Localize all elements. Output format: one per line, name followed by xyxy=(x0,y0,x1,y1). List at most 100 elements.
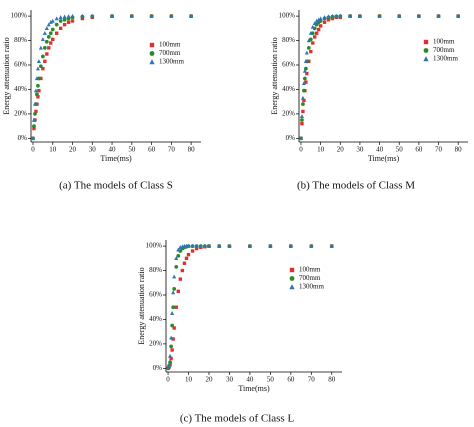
y-tick-label: 40% xyxy=(14,85,27,93)
marker-triangle xyxy=(306,38,311,43)
x-tick-label: 60 xyxy=(287,376,295,384)
marker-square xyxy=(54,31,59,35)
marker-square xyxy=(171,337,175,341)
y-tick-label: 60% xyxy=(14,61,27,69)
marker-triangle xyxy=(50,18,55,23)
marker-square xyxy=(182,261,187,265)
marker-circle xyxy=(40,54,45,59)
marker-triangle xyxy=(357,13,362,18)
marker-circle xyxy=(302,88,306,93)
marker-circle xyxy=(170,323,175,328)
marker-square xyxy=(184,256,189,261)
marker-triangle xyxy=(40,37,45,42)
legend-marker xyxy=(289,267,295,273)
x-tick-label: 80 xyxy=(455,146,463,154)
marker-triangle xyxy=(38,45,43,50)
marker-circle xyxy=(174,265,179,269)
marker-triangle xyxy=(42,31,47,35)
marker-triangle xyxy=(318,16,323,21)
y-tick-label: 20% xyxy=(282,109,295,117)
marker-triangle xyxy=(190,243,195,248)
marker-square xyxy=(36,95,40,99)
marker-circle xyxy=(48,31,53,36)
marker-triangle xyxy=(168,353,173,358)
marker-circle xyxy=(50,27,55,32)
x-tick-label: 30 xyxy=(356,146,364,154)
marker-square xyxy=(58,26,63,31)
marker-square xyxy=(174,305,178,309)
marker-triangle xyxy=(48,20,53,24)
marker-triangle xyxy=(348,13,353,18)
legend-marker xyxy=(149,51,155,56)
marker-triangle xyxy=(330,13,335,18)
marker-circle xyxy=(308,37,313,42)
marker-triangle xyxy=(301,81,306,86)
x-tick-label: 70 xyxy=(308,376,316,384)
y-tick-label: 40% xyxy=(282,85,295,93)
marker-triangle xyxy=(322,15,327,20)
x-tick-label: 50 xyxy=(396,146,404,154)
legend-label: 100mm xyxy=(159,41,181,49)
x-tick-label: 20 xyxy=(69,146,77,154)
marker-circle xyxy=(36,83,40,88)
marker-circle xyxy=(303,76,307,81)
marker-triangle xyxy=(90,13,95,18)
marker-square xyxy=(172,326,176,330)
marker-triangle xyxy=(35,66,40,71)
marker-triangle xyxy=(299,114,304,119)
y-tick-label: 40% xyxy=(149,315,162,323)
marker-square xyxy=(300,121,304,126)
marker-square xyxy=(49,41,53,45)
marker-circle xyxy=(62,17,67,22)
marker-square xyxy=(305,71,309,76)
marker-triangle xyxy=(129,13,134,18)
marker-square xyxy=(80,16,85,21)
marker-square xyxy=(41,66,45,71)
y-tick-label: 20% xyxy=(149,339,162,347)
x-tick-label: 20 xyxy=(205,376,213,384)
marker-triangle xyxy=(169,13,174,18)
caption: (b) The models of Class M xyxy=(297,180,415,192)
marker-triangle xyxy=(32,101,37,106)
x-axis-label: Time(ms) xyxy=(368,154,400,163)
marker-triangle xyxy=(66,14,71,19)
legend-label: 1300mm xyxy=(433,55,458,63)
marker-triangle xyxy=(202,243,207,248)
x-tick-label: 70 xyxy=(168,146,176,154)
marker-circle xyxy=(176,254,181,258)
x-tick-label: 10 xyxy=(185,376,193,384)
legend-label: 700mm xyxy=(159,49,181,57)
marker-triangle xyxy=(34,76,39,81)
marker-triangle xyxy=(33,88,38,93)
marker-triangle xyxy=(310,24,315,29)
marker-triangle xyxy=(314,18,319,23)
marker-square xyxy=(170,348,174,352)
marker-circle xyxy=(306,46,311,50)
marker-triangle xyxy=(170,311,175,316)
marker-square xyxy=(186,252,191,257)
marker-triangle xyxy=(62,14,67,19)
x-axis-label: Time(ms) xyxy=(238,384,270,393)
marker-triangle xyxy=(80,13,85,18)
marker-square xyxy=(318,24,323,28)
y-tick-label: 20% xyxy=(14,109,27,117)
marker-square xyxy=(180,268,185,273)
marker-triangle xyxy=(54,16,59,21)
legend-label: 100mm xyxy=(299,266,321,274)
legend-label: 100mm xyxy=(433,38,455,46)
marker-triangle xyxy=(298,136,304,141)
y-tick-label: 0% xyxy=(153,364,163,372)
marker-square xyxy=(309,49,313,54)
x-tick-label: 50 xyxy=(267,376,275,384)
marker-triangle xyxy=(308,31,313,35)
marker-triangle xyxy=(46,22,51,27)
marker-square xyxy=(190,249,195,253)
marker-triangle xyxy=(329,243,334,248)
marker-triangle xyxy=(377,13,382,18)
marker-circle xyxy=(46,35,51,39)
marker-triangle xyxy=(247,243,252,248)
y-tick-label: 0% xyxy=(18,134,28,142)
marker-triangle xyxy=(198,243,203,248)
marker-triangle xyxy=(456,13,461,18)
